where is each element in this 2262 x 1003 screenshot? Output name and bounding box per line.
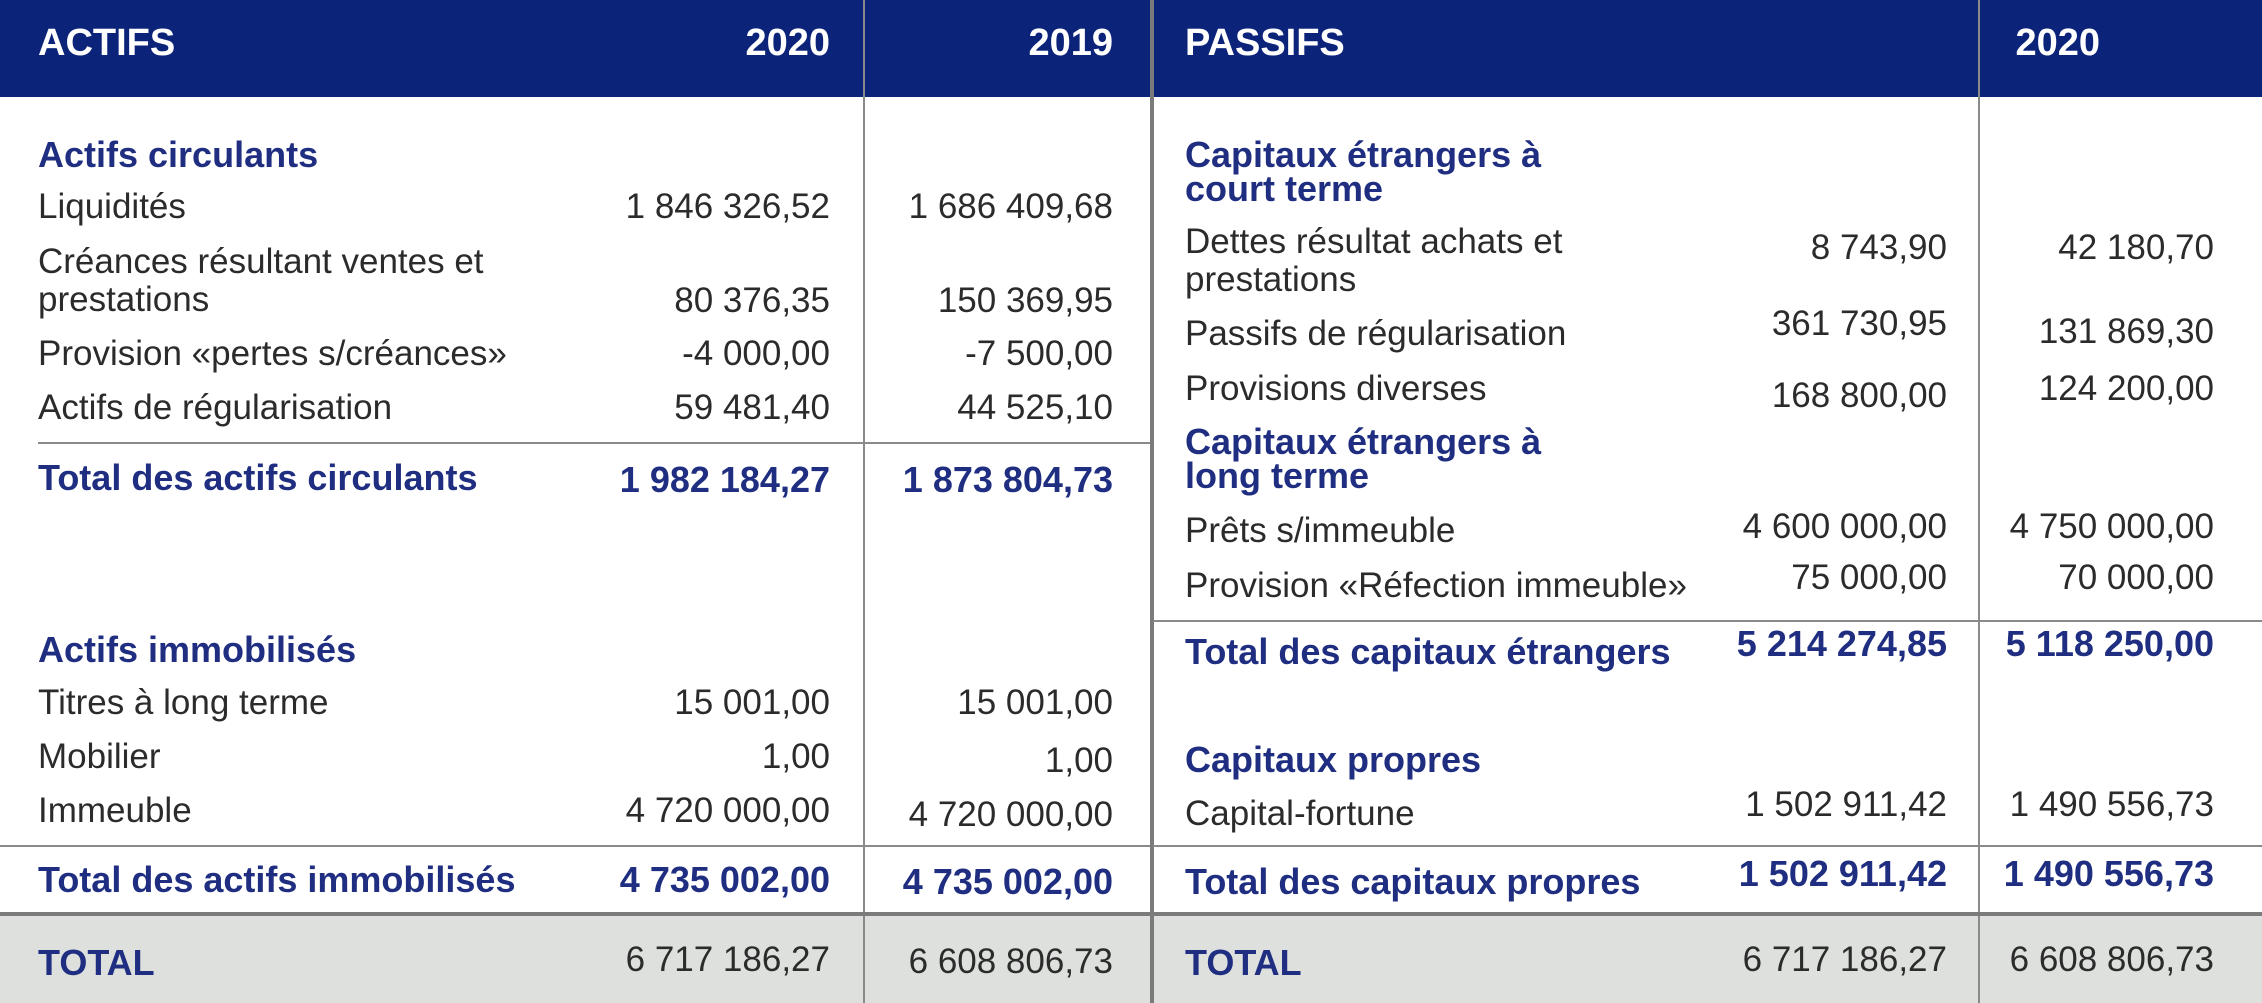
- total-label: Total des capitaux étrangers: [1185, 631, 1671, 672]
- passifs-year-2020: 2020: [2015, 22, 2100, 64]
- row-label: Provisions diverses: [1185, 369, 1487, 408]
- value-2020: 80 376,35: [674, 281, 830, 320]
- value-2020: 1 502 911,42: [1745, 785, 1947, 824]
- value-2020: 75 000,00: [1791, 558, 1947, 597]
- value-2019: 1,00: [1044, 741, 1113, 780]
- section-title: Actifs circulants: [38, 134, 319, 175]
- total-2019: 4 735 002,00: [902, 861, 1113, 902]
- value-2020: 168 800,00: [1771, 376, 1947, 415]
- total-2020: 1 502 911,42: [1738, 853, 1947, 894]
- section-title: Capitaux propres: [1185, 739, 1482, 780]
- value-2019: 131 869,30: [2038, 312, 2214, 351]
- value-2020: 1,00: [761, 737, 830, 776]
- actifs-year-2019: 2019: [1028, 22, 1113, 64]
- section-title: Capitaux étrangers à court terme: [1185, 134, 1542, 209]
- total-2019: 1 873 804,73: [902, 459, 1113, 500]
- grand-total-2020: 6 717 186,27: [625, 940, 830, 979]
- value-2019: 1 490 556,73: [2009, 785, 2214, 824]
- grand-total-2019: 6 608 806,73: [2009, 940, 2214, 979]
- value-2019: 4 720 000,00: [908, 795, 1113, 834]
- center-divider: [1150, 0, 1154, 1003]
- section-title: Capitaux étrangers à long terme: [1185, 421, 1542, 496]
- total-2019: 5 118 250,00: [2005, 623, 2214, 664]
- value-2019: 70 000,00: [2058, 558, 2214, 597]
- actifs-title: ACTIFS: [38, 22, 176, 64]
- grand-total-2020: 6 717 186,27: [1742, 940, 1947, 979]
- passifs-etrangers-total-rule: [1153, 620, 2262, 622]
- total-label: Total des actifs immobilisés: [38, 859, 516, 900]
- total-2020: 5 214 274,85: [1736, 623, 1947, 664]
- actifs-header: ACTIFS 2020 2019: [0, 0, 1150, 97]
- row-label: Prêts s/immeuble: [1185, 511, 1456, 550]
- column-divider: [863, 0, 865, 1003]
- passifs-title: PASSIFS: [1185, 22, 1345, 64]
- row-label: Immeuble: [38, 791, 192, 830]
- value-2019: -7 500,00: [965, 334, 1113, 373]
- value-2019: 44 525,10: [957, 388, 1113, 427]
- row-label: Passifs de régularisation: [1185, 314, 1567, 353]
- total-2020: 1 982 184,27: [619, 459, 830, 500]
- value-2020: 8 743,90: [1810, 228, 1947, 267]
- passifs-header: PASSIFS 2020 2019: [1153, 0, 2262, 97]
- column-divider: [1978, 0, 1980, 1003]
- row-label: Provision «pertes s/créances»: [38, 334, 507, 373]
- passifs-total-row-bg: [1153, 915, 2262, 1003]
- actifs-total-row-bg: [0, 915, 1150, 1003]
- value-2019: 124 200,00: [2038, 369, 2214, 408]
- value-2019: 4 750 000,00: [2009, 507, 2214, 546]
- value-2020: 361 730,95: [1771, 304, 1947, 343]
- value-2020: 4 600 000,00: [1742, 507, 1947, 546]
- row-label: Créances résultant ventes et prestations: [38, 242, 484, 319]
- value-2020: 1 846 326,52: [625, 187, 830, 226]
- row-label: Dettes résultat achats et prestations: [1185, 222, 1563, 299]
- value-2020: 59 481,40: [674, 388, 830, 427]
- row-label: Capital-fortune: [1185, 794, 1415, 833]
- total-2020: 4 735 002,00: [619, 859, 830, 900]
- grand-total-label: TOTAL: [1185, 942, 1302, 983]
- row-label: Titres à long terme: [38, 683, 329, 722]
- grand-total-label: TOTAL: [38, 942, 155, 983]
- value-2019: 15 001,00: [957, 683, 1113, 722]
- actifs-immobilises-total-rule: [0, 845, 1150, 847]
- grand-total-rule: [0, 912, 2262, 916]
- total-label: Total des actifs circulants: [38, 457, 478, 498]
- passifs-propres-total-rule: [1153, 845, 2262, 847]
- row-label: Provision «Réfection immeuble»: [1185, 566, 1687, 605]
- passifs-year-2019: 2019: [2120, 22, 2262, 65]
- actifs-year-2020: 2020: [745, 22, 830, 64]
- row-label: Actifs de régularisation: [38, 388, 393, 427]
- value-2020: -4 000,00: [682, 334, 830, 373]
- grand-total-2019: 6 608 806,73: [908, 942, 1113, 981]
- row-label: Mobilier: [38, 737, 161, 776]
- value-2020: 15 001,00: [674, 683, 830, 722]
- section-title: Actifs immobilisés: [38, 629, 357, 670]
- row-label: Liquidités: [38, 187, 186, 226]
- total-2019: 1 490 556,73: [2003, 853, 2214, 894]
- actifs-circulants-total-rule: [38, 442, 1150, 444]
- value-2019: 1 686 409,68: [908, 187, 1113, 226]
- value-2020: 4 720 000,00: [625, 791, 830, 830]
- value-2019: 42 180,70: [2058, 228, 2214, 267]
- total-label: Total des capitaux propres: [1185, 861, 1641, 902]
- value-2019: 150 369,95: [937, 281, 1113, 320]
